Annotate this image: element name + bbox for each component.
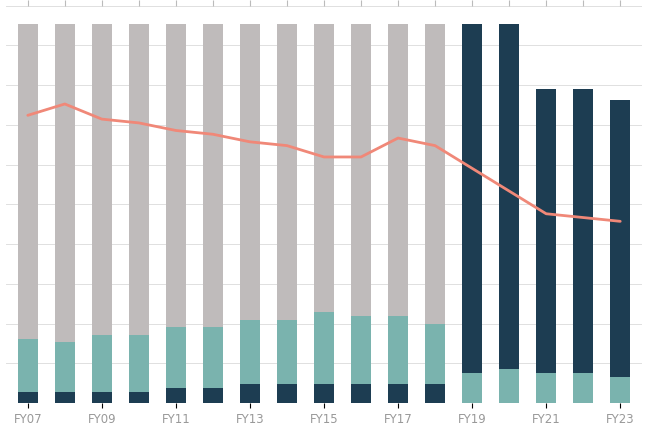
- Bar: [166, 25, 186, 327]
- Bar: [425, 25, 445, 324]
- Bar: [462, 373, 482, 403]
- Bar: [240, 320, 260, 384]
- Bar: [203, 388, 223, 403]
- Bar: [610, 100, 631, 377]
- Bar: [351, 25, 371, 316]
- Bar: [91, 25, 112, 335]
- Bar: [573, 373, 594, 403]
- Bar: [388, 316, 408, 384]
- Bar: [388, 384, 408, 403]
- Bar: [536, 89, 557, 373]
- Bar: [425, 324, 445, 384]
- Bar: [314, 384, 334, 403]
- Bar: [277, 384, 297, 403]
- Bar: [129, 392, 149, 403]
- Bar: [388, 25, 408, 316]
- Bar: [54, 343, 75, 392]
- Bar: [351, 384, 371, 403]
- Bar: [203, 327, 223, 388]
- Bar: [277, 25, 297, 320]
- Bar: [17, 392, 38, 403]
- Bar: [573, 89, 594, 373]
- Bar: [166, 388, 186, 403]
- Bar: [425, 384, 445, 403]
- Bar: [203, 25, 223, 327]
- Bar: [129, 25, 149, 335]
- Bar: [277, 320, 297, 384]
- Bar: [91, 335, 112, 392]
- Bar: [17, 25, 38, 339]
- Bar: [54, 392, 75, 403]
- Bar: [54, 25, 75, 343]
- Bar: [91, 392, 112, 403]
- Bar: [536, 373, 557, 403]
- Bar: [462, 25, 482, 373]
- Bar: [240, 25, 260, 320]
- Bar: [314, 312, 334, 384]
- Bar: [499, 369, 519, 403]
- Bar: [314, 25, 334, 312]
- Bar: [610, 377, 631, 403]
- Bar: [499, 25, 519, 369]
- Bar: [129, 335, 149, 392]
- Bar: [17, 339, 38, 392]
- Bar: [166, 327, 186, 388]
- Bar: [351, 316, 371, 384]
- Bar: [240, 384, 260, 403]
